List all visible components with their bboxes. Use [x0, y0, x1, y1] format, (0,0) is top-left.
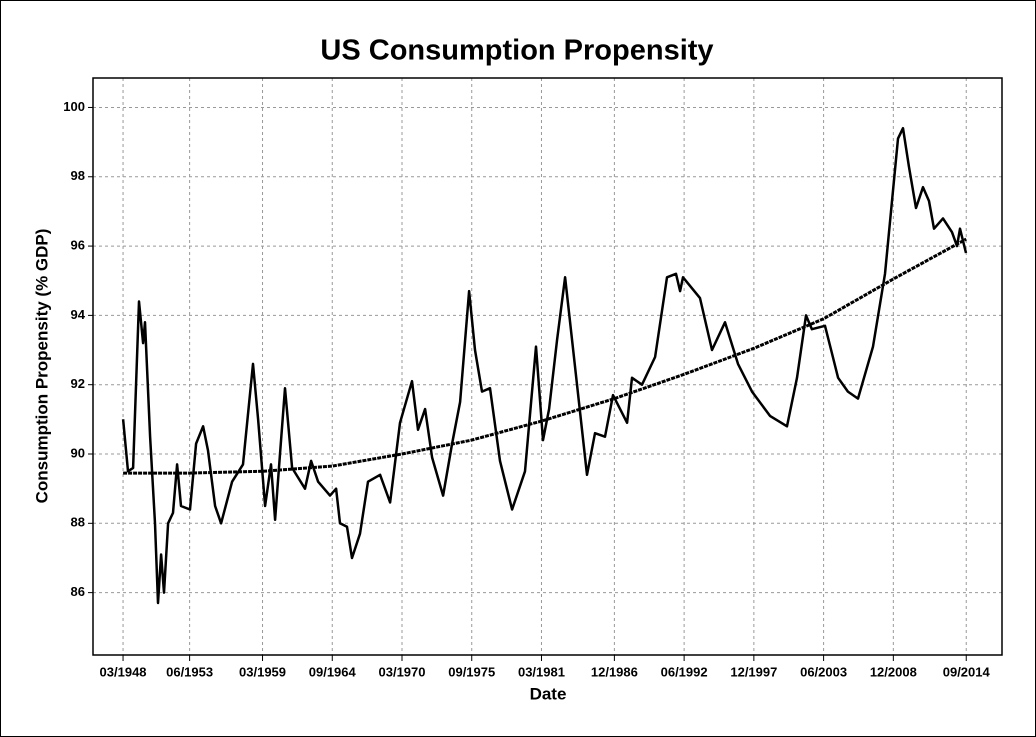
y-tick-label: 86 — [71, 584, 85, 599]
x-tick-label: 06/1992 — [661, 664, 708, 679]
x-tick-label: 09/1964 — [309, 664, 357, 679]
grid — [93, 78, 1002, 655]
x-tick-label: 12/1986 — [591, 664, 638, 679]
x-axis-label: Date — [530, 684, 567, 703]
y-tick-label: 88 — [71, 515, 85, 530]
x-tick-label: 12/1997 — [730, 664, 777, 679]
y-tick-label: 98 — [71, 168, 85, 183]
x-tick-label: 12/2008 — [870, 664, 917, 679]
x-tick-label: 06/2003 — [800, 664, 847, 679]
plot-border — [92, 77, 1003, 656]
y-axis-label: Consumption Propensity (% GDP) — [32, 229, 51, 504]
x-tick-label: 03/1970 — [379, 664, 426, 679]
y-tick-label: 94 — [71, 307, 86, 322]
x-tick-label: 03/1981 — [518, 664, 565, 679]
chart-title: US Consumption Propensity — [320, 35, 713, 67]
data-line — [121, 126, 968, 605]
x-tick-label: 09/1975 — [448, 664, 495, 679]
y-tick-label: 90 — [71, 445, 85, 460]
plot — [121, 126, 968, 605]
x-tick-label: 06/1953 — [166, 664, 213, 679]
x-tick-label: 03/1948 — [100, 664, 147, 679]
x-tick-label: 03/1959 — [239, 664, 286, 679]
y-tick-label: 100 — [63, 99, 85, 114]
y-tick-label: 92 — [71, 376, 85, 391]
trend-line — [123, 237, 967, 475]
y-tick-label: 96 — [71, 238, 85, 253]
x-tick-label: 09/2014 — [943, 664, 991, 679]
